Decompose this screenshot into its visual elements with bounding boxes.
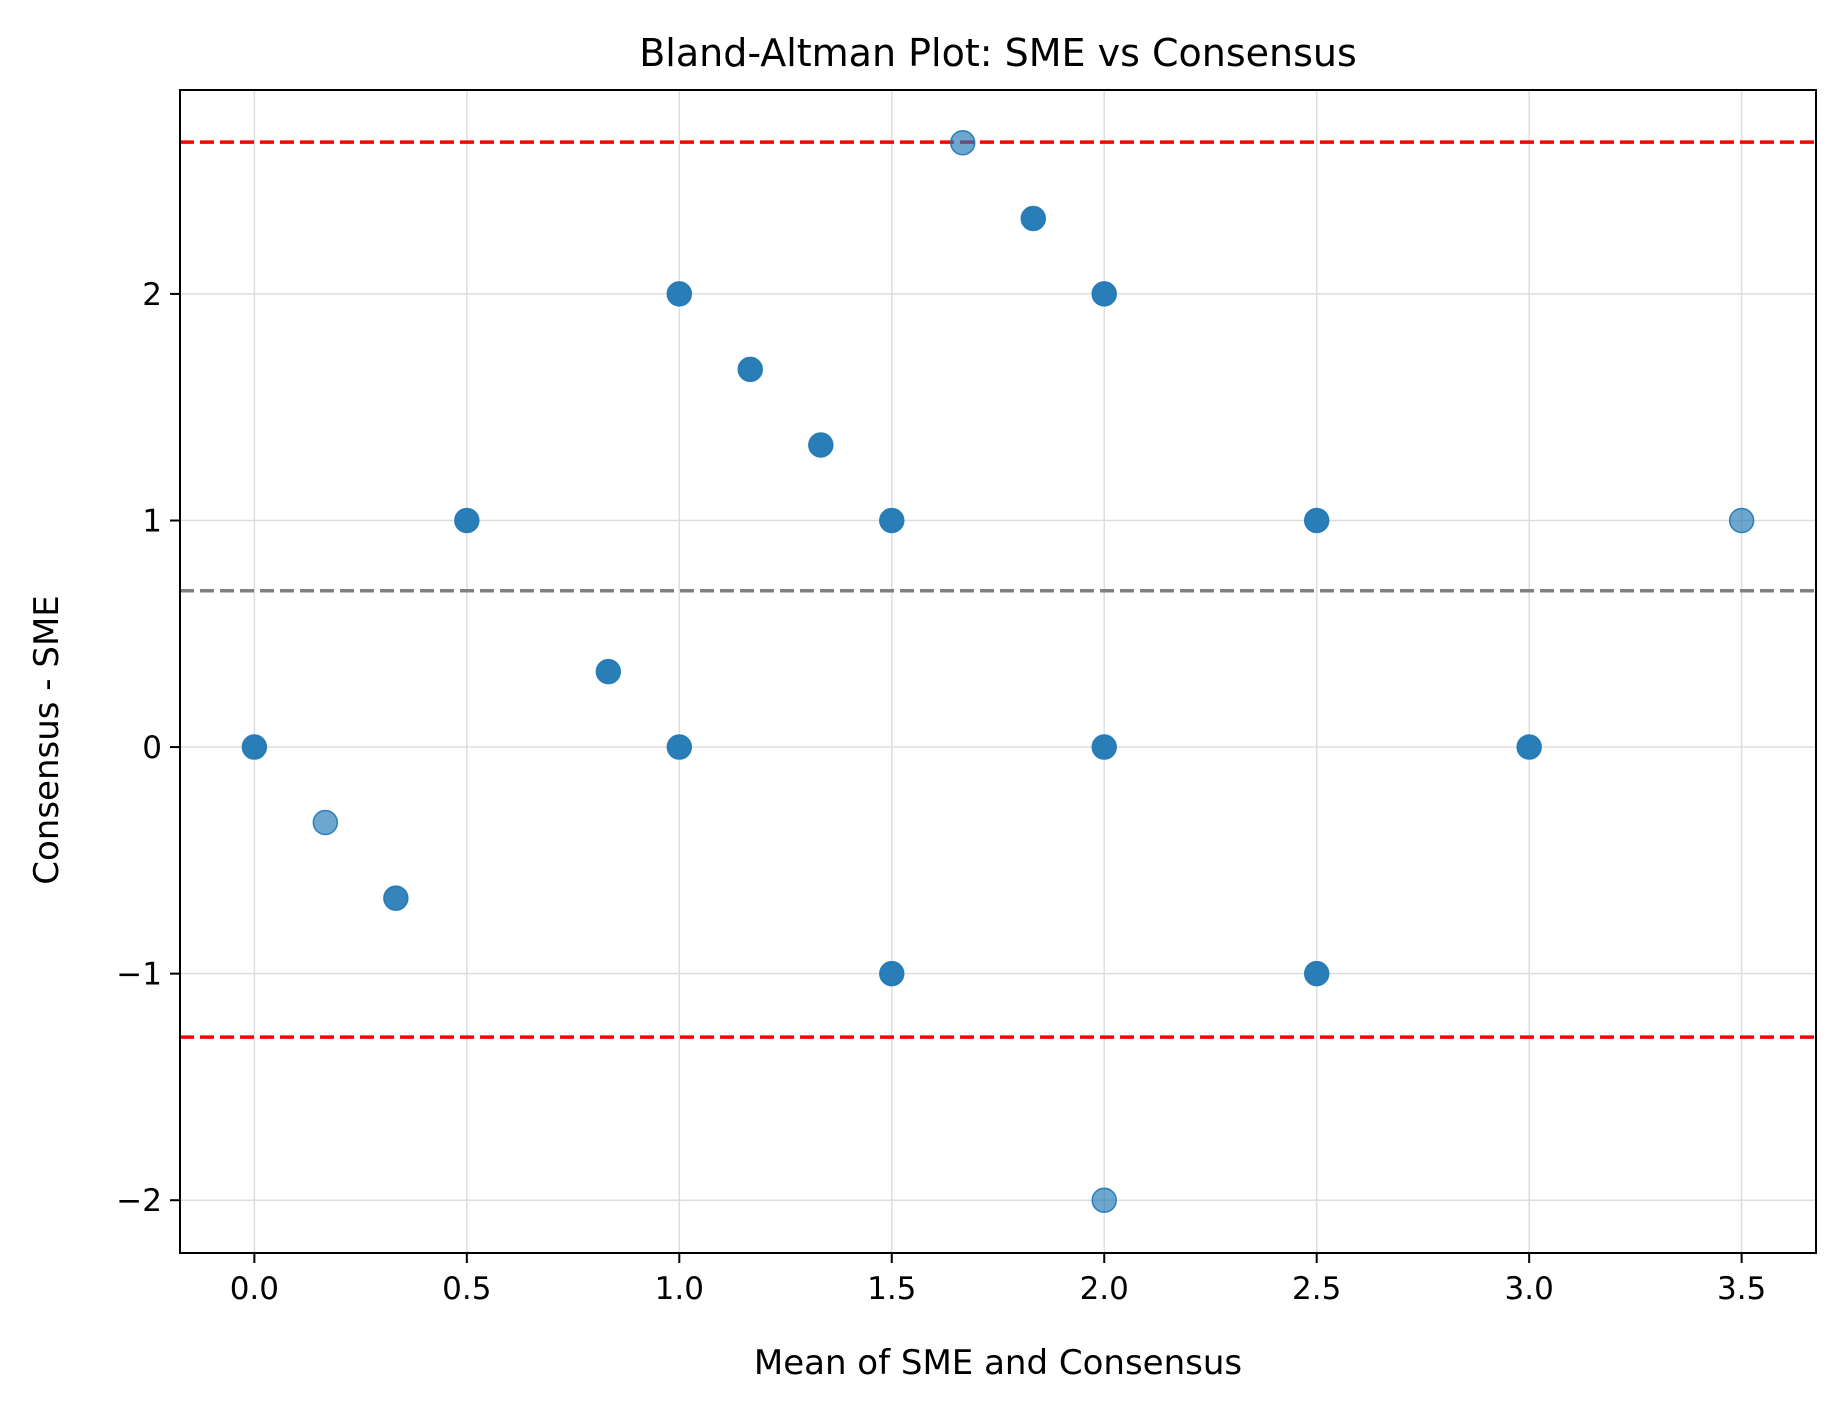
data-point <box>383 885 409 911</box>
data-point <box>1516 734 1542 760</box>
data-point <box>1303 507 1330 534</box>
x-axis-label: Mean of SME and Consensus <box>754 1343 1242 1383</box>
data-point <box>737 356 764 383</box>
data-point <box>1728 507 1755 534</box>
y-tick-label: 1 <box>142 503 162 539</box>
y-tick-label: −2 <box>116 1183 162 1219</box>
data-point <box>808 432 834 458</box>
data-point <box>1091 281 1117 307</box>
x-tick-label: 1.0 <box>655 1271 704 1307</box>
data-point <box>1091 1187 1117 1213</box>
data-point <box>879 507 905 534</box>
data-point <box>666 281 693 307</box>
data-point <box>1303 960 1330 987</box>
x-tick-label: 3.5 <box>1717 1271 1766 1307</box>
data-point <box>1020 205 1047 232</box>
x-tick-label: 2.0 <box>1080 1271 1129 1307</box>
data-point <box>595 658 622 685</box>
data-point <box>454 507 480 534</box>
reference-lines <box>180 140 1816 1039</box>
y-axis-label: Consensus - SME <box>27 595 67 885</box>
x-tick-label: 1.5 <box>867 1271 916 1307</box>
y-tick-label: −1 <box>116 957 162 993</box>
x-tick-label: 2.5 <box>1292 1271 1341 1307</box>
data-points <box>241 130 1755 1213</box>
x-tick-label: 0.5 <box>442 1271 491 1307</box>
data-point <box>312 809 339 836</box>
data-point <box>879 960 905 987</box>
data-point <box>666 734 693 760</box>
x-tick-label: 3.0 <box>1505 1271 1554 1307</box>
x-tick-label: 0.0 <box>230 1271 279 1307</box>
plot-frame <box>179 89 1817 1254</box>
data-point <box>1091 734 1117 760</box>
grid-lines <box>180 90 1816 1253</box>
y-tick-label: 2 <box>142 277 162 313</box>
data-point <box>949 130 976 156</box>
data-point <box>241 734 268 760</box>
chart-title: Bland-Altman Plot: SME vs Consensus <box>639 31 1357 75</box>
axis-ticks: 0.0 0.5 1.0 1.5 2.0 2.5 3.0 3.5 −2 −1 0 1 2 <box>116 277 1766 1307</box>
y-tick-label: 0 <box>142 730 162 766</box>
